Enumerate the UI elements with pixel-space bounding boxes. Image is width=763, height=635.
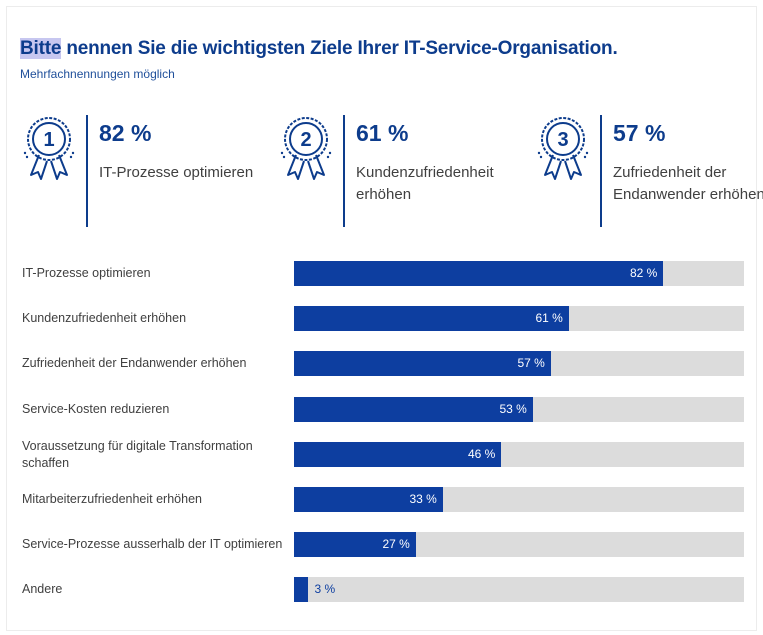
category-label: Zufriedenheit der Endanwender erhöhen (22, 356, 247, 370)
data-label: 82 % (630, 266, 658, 280)
data-label: 46 % (468, 447, 496, 461)
rank-label: IT-Prozesse optimieren (99, 164, 254, 181)
rank-label: Kundenzufriedenheit erhöhen (356, 164, 494, 203)
bar (294, 442, 501, 467)
bar-track: 57 % (294, 351, 744, 376)
bar (294, 532, 416, 557)
bar-track: 61 % (294, 306, 744, 331)
bar (294, 261, 663, 286)
rank-1: 1 82 % IT-Prozesse optimieren (22, 115, 253, 227)
bar-track: 46 % (294, 442, 744, 467)
category-label: Mitarbeiterzufriedenheit erhöhen (22, 492, 202, 506)
rank-2: 2 61 % Kundenzufriedenheit erhöhen (279, 115, 499, 227)
data-label: 33 % (409, 492, 437, 506)
rank-divider (343, 115, 345, 227)
bar (294, 397, 533, 422)
rank-medal: 2 (279, 115, 333, 183)
title-highlight: Bitte (20, 38, 62, 59)
rank-medal: 1 (22, 115, 76, 183)
rank-divider (600, 115, 602, 227)
data-label: 3 % (314, 582, 336, 596)
svg-text:1: 1 (43, 129, 54, 151)
bar (294, 577, 308, 602)
data-label: 61 % (535, 311, 563, 325)
bar-track: 53 % (294, 397, 744, 422)
bar-track: 82 % (294, 261, 744, 286)
rank-percent: 82 % (99, 120, 152, 146)
rank-3: 3 57 % Zufriedenheit der Endanwender erh… (536, 115, 763, 227)
bar-track: 27 % (294, 532, 744, 557)
category-label: Service-Kosten reduzieren (22, 402, 170, 416)
data-label: 27 % (382, 537, 410, 551)
svg-text:3: 3 (557, 129, 568, 151)
bar-track: 3 % (294, 577, 744, 602)
category-label: IT-Prozesse optimieren (22, 266, 151, 280)
rank-divider (86, 115, 88, 227)
category-label: Kundenzufriedenheit erhöhen (22, 311, 187, 325)
data-label: 53 % (499, 402, 527, 416)
category-label: Service-Prozesse ausserhalb der IT optim… (22, 537, 283, 551)
rank-percent: 57 % (613, 120, 666, 146)
data-label: 57 % (517, 356, 545, 370)
category-label: Andere (22, 582, 63, 596)
title-text: nennen Sie die wichtigsten Ziele Ihrer I… (61, 38, 618, 59)
category-label: Voraussetzung für digitale Transformatio… (22, 438, 253, 470)
rank-percent: 61 % (356, 120, 409, 146)
medal-icon: 1 (23, 117, 75, 180)
medal-icon: 3 (537, 117, 589, 180)
bar (294, 487, 443, 512)
bar (294, 351, 551, 376)
bar (294, 306, 569, 331)
bar-track: 33 % (294, 487, 744, 512)
medal-icon: 2 (280, 117, 332, 180)
svg-text:2: 2 (300, 129, 311, 151)
rank-label: Zufriedenheit der Endanwender erhöhen (613, 164, 763, 203)
chart-subtitle: Mehrfachnennungen möglich (20, 67, 175, 81)
chart-title: Bitte nennen Sie die wichtigsten Ziele I… (20, 38, 618, 60)
rank-medal: 3 (536, 115, 590, 183)
